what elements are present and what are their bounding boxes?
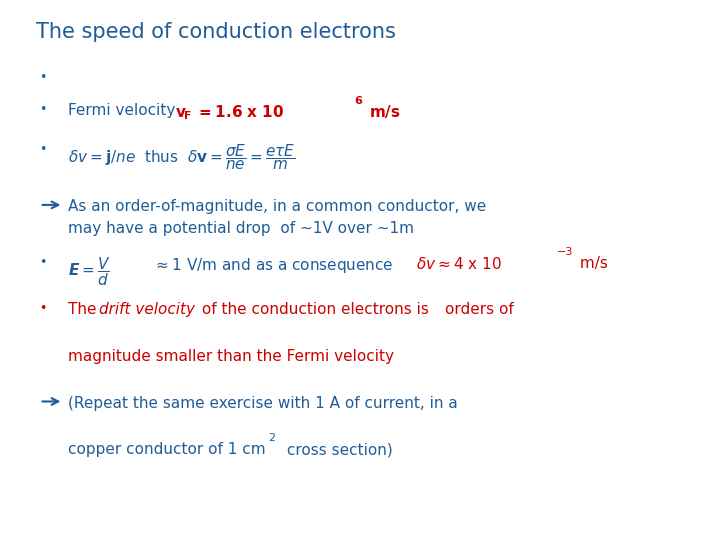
- Text: magnitude smaller than the Fermi velocity: magnitude smaller than the Fermi velocit…: [68, 349, 395, 364]
- Text: cross section): cross section): [282, 442, 392, 457]
- Text: 2: 2: [269, 434, 276, 443]
- Text: Fermi velocity: Fermi velocity: [68, 103, 181, 118]
- Text: •: •: [40, 302, 47, 315]
- Text: CERN: CERN: [21, 512, 36, 517]
- Text: m/s: m/s: [575, 255, 608, 271]
- Text: copper conductor of 1 cm: copper conductor of 1 cm: [68, 442, 266, 457]
- Text: •: •: [40, 71, 47, 84]
- Text: •: •: [40, 143, 47, 156]
- Text: 25: 25: [683, 509, 699, 522]
- Text: CAS Vacuum 2017 - S.C.: CAS Vacuum 2017 - S.C.: [347, 511, 474, 521]
- Text: of the conduction electrons is: of the conduction electrons is: [197, 302, 434, 317]
- Text: $\boldsymbol{E} = \dfrac{V}{d}$: $\boldsymbol{E} = \dfrac{V}{d}$: [68, 255, 111, 288]
- Text: The: The: [68, 302, 102, 317]
- Text: The speed of conduction electrons: The speed of conduction electrons: [36, 22, 396, 42]
- Text: $\mathbf{m/s}$: $\mathbf{m/s}$: [369, 103, 401, 120]
- Text: •: •: [40, 255, 47, 268]
- Text: $\approx$1 V/m and as a consequence: $\approx$1 V/m and as a consequence: [153, 255, 394, 274]
- Text: $\delta v \approx$4 x 10: $\delta v \approx$4 x 10: [416, 255, 502, 272]
- Text: orders of: orders of: [445, 302, 513, 317]
- Text: −3: −3: [557, 247, 574, 256]
- Text: (Repeat the same exercise with 1 A of current, in a: (Repeat the same exercise with 1 A of cu…: [68, 396, 458, 410]
- Text: Properties II: Thermal & Electrical: Properties II: Thermal & Electrical: [42, 511, 217, 521]
- Text: $\delta v = \mathbf{j}/ne$  thus  $\delta \mathbf{v} = \dfrac{\sigma E}{ne} = \d: $\delta v = \mathbf{j}/ne$ thus $\delta …: [68, 143, 296, 172]
- Text: $\mathbf{v}_{\!\mathbf{F}}$ $\mathbf{= 1.6\ x\ 10}$: $\mathbf{v}_{\!\mathbf{F}}$ $\mathbf{= 1…: [175, 103, 284, 122]
- Text: As an order-of-magnitude, in a common conductor, we
may have a potential drop  o: As an order-of-magnitude, in a common co…: [68, 199, 487, 236]
- Text: drift velocity: drift velocity: [99, 302, 194, 317]
- Text: •: •: [40, 103, 47, 116]
- Text: $\mathbf{6}$: $\mathbf{6}$: [354, 94, 363, 106]
